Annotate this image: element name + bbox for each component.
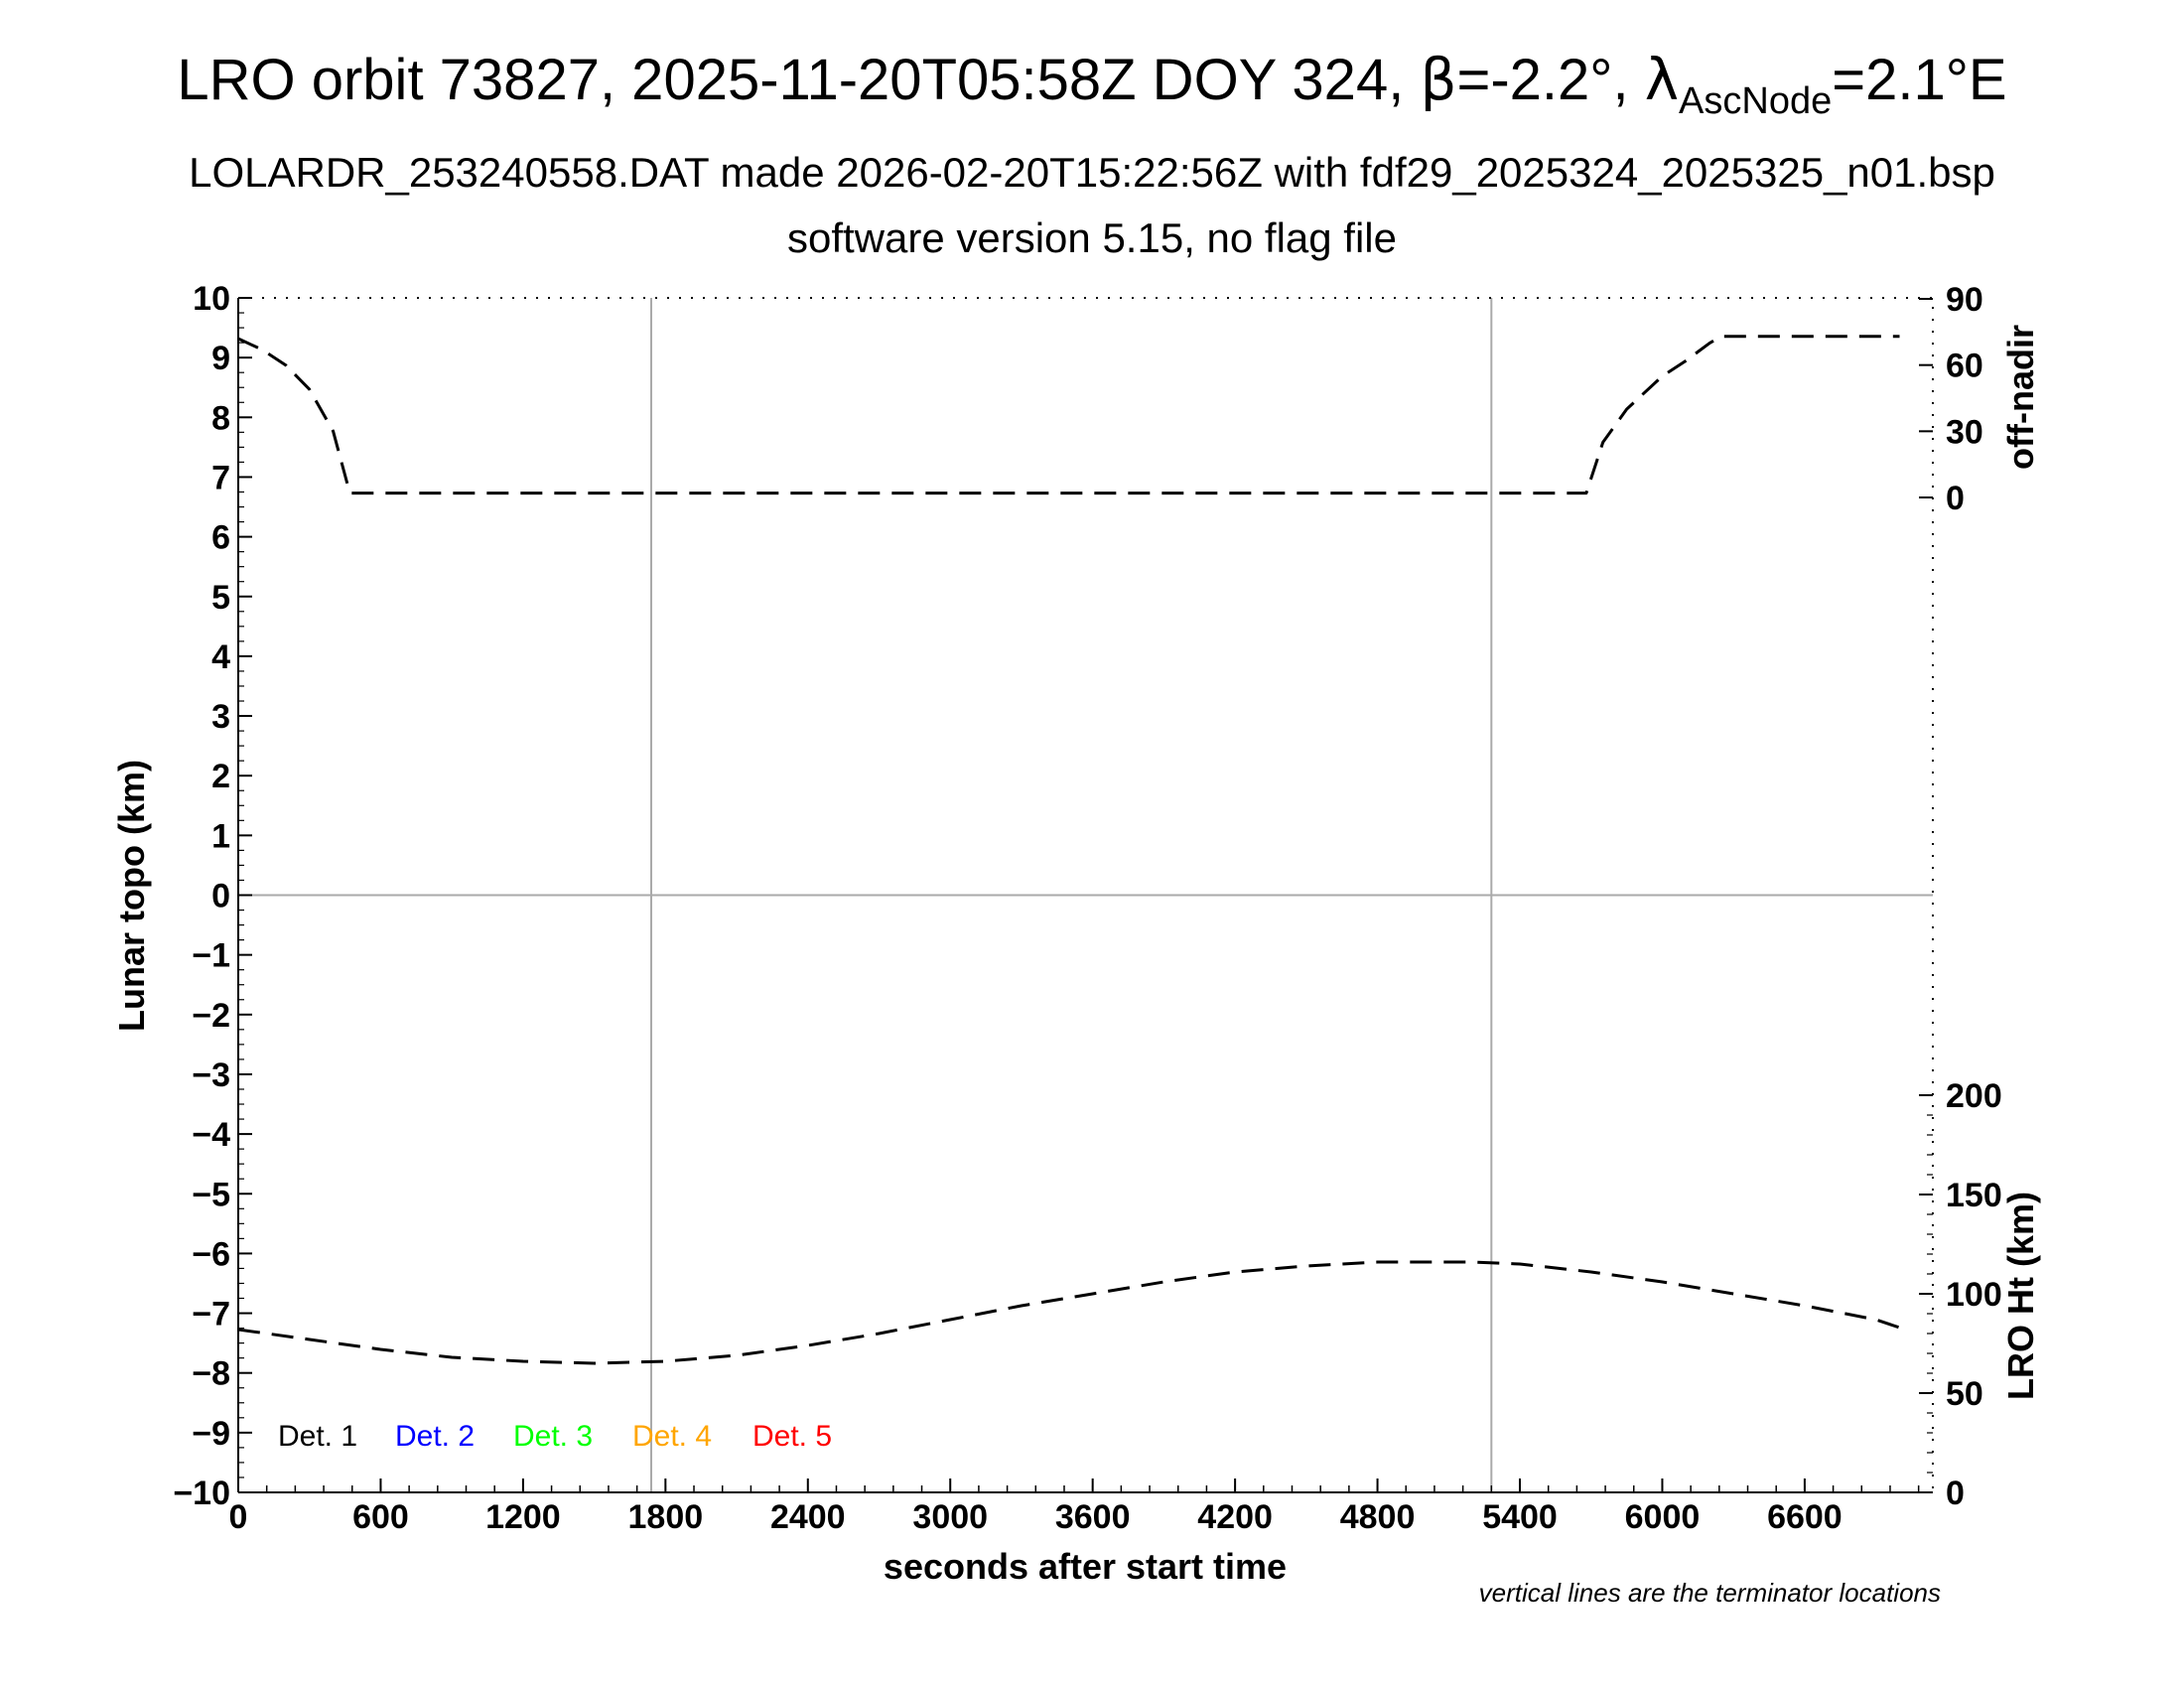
x-tick-label: 2400 (770, 1498, 846, 1536)
y-tick-label: −6 (192, 1235, 230, 1273)
y-tick-label: 6 (211, 519, 230, 557)
x-tick-label: 3600 (1055, 1498, 1131, 1536)
off-nadir-tick-label: 30 (1946, 413, 1983, 451)
y-tick-label: 3 (211, 698, 230, 736)
y-tick-label: 9 (211, 340, 230, 377)
x-tick-label: 1200 (485, 1498, 561, 1536)
y-tick-label: −3 (192, 1056, 230, 1094)
plot-frame (237, 297, 1934, 1493)
y-tick-label: −7 (192, 1296, 230, 1334)
chart-subtitle-2: software version 5.15, no flag file (787, 214, 1397, 261)
lro-ht-tick-label: 200 (1946, 1077, 2002, 1115)
terminator-note: vertical lines are the terminator locati… (1479, 1578, 1941, 1608)
x-tick-label: 1800 (628, 1498, 704, 1536)
y-tick-label: −10 (173, 1475, 230, 1512)
legend-det-5: Det. 5 (752, 1420, 832, 1453)
x-tick-label: 4200 (1197, 1498, 1273, 1536)
x-tick-label: 6600 (1767, 1498, 1843, 1536)
y-tick-label: 8 (211, 399, 230, 437)
x-tick-label: 5400 (1482, 1498, 1558, 1536)
lro-ht-tick-label: 0 (1946, 1475, 1965, 1512)
y-axis-label-left: Lunar topo (km) (111, 760, 152, 1032)
y-tick-label: 4 (211, 638, 230, 676)
y-tick-label: −8 (192, 1355, 230, 1393)
y-tick-label: −5 (192, 1176, 230, 1213)
series-layer (237, 335, 1900, 1365)
tick-layer: 0 600 1200 1800 2400 3000 3600 4200 4800 5400 6000… (173, 280, 2001, 1536)
title-lambda-symbol: λ (1645, 46, 1679, 113)
y-axis-label-lro-ht: LRO Ht (km) (2000, 1192, 2041, 1400)
x-axis-label: seconds after start time (884, 1546, 1287, 1587)
x-tick-label: 600 (352, 1498, 409, 1536)
legend: Det. 1 Det. 2 Det. 3 Det. 4 Det. 5 (278, 1420, 832, 1453)
off-nadir-tick-label: 90 (1946, 281, 1983, 319)
y-axis-label-off-nadir: off-nadir (2000, 325, 2041, 470)
off-nadir-series-line (237, 335, 1900, 495)
title-lambda-subscript: AscNode (1679, 80, 1832, 122)
y-tick-label: 0 (211, 878, 230, 915)
x-tick-label: 6000 (1625, 1498, 1701, 1536)
lro-ht-tick-label: 50 (1946, 1375, 1983, 1413)
title-beta-value: =-2.2°, (1456, 48, 1644, 112)
lro-ht-tick-label: 100 (1946, 1276, 2002, 1314)
y-tick-label: 1 (211, 817, 230, 855)
y-tick-label: 5 (211, 579, 230, 617)
off-nadir-tick-label: 0 (1946, 480, 1965, 517)
y-tick-label: 10 (193, 280, 230, 318)
legend-det-3: Det. 3 (513, 1420, 593, 1453)
lro-ht-series-line (237, 1260, 1900, 1365)
y-tick-label: 7 (211, 459, 230, 496)
y-tick-label: −9 (192, 1415, 230, 1453)
y-tick-label: −4 (192, 1116, 230, 1154)
x-tick-label: 4800 (1340, 1498, 1416, 1536)
legend-det-4: Det. 4 (632, 1420, 712, 1453)
title-prefix: LRO orbit 73827, 2025-11-20T05:58Z DOY 3… (177, 48, 1420, 112)
y-tick-label: −2 (192, 997, 230, 1035)
chart-subtitle-1: LOLARDR_253240558.DAT made 2026-02-20T15… (189, 149, 1995, 196)
x-tick-label: 3000 (912, 1498, 988, 1536)
lro-ht-tick-label: 150 (1946, 1177, 2002, 1214)
legend-det-1: Det. 1 (278, 1420, 357, 1453)
y-tick-label: −1 (192, 937, 230, 975)
y-tick-label: 2 (211, 758, 230, 795)
title-lambda-value: =2.1°E (1832, 48, 2006, 112)
legend-det-2: Det. 2 (395, 1420, 475, 1453)
grid-layer (238, 298, 1933, 1492)
title-beta-symbol: β (1420, 46, 1456, 113)
x-tick-label: 0 (229, 1498, 248, 1536)
off-nadir-tick-label: 60 (1946, 348, 1983, 385)
chart-title: LRO orbit 73827, 2025-11-20T05:58Z DOY 3… (177, 46, 2006, 122)
